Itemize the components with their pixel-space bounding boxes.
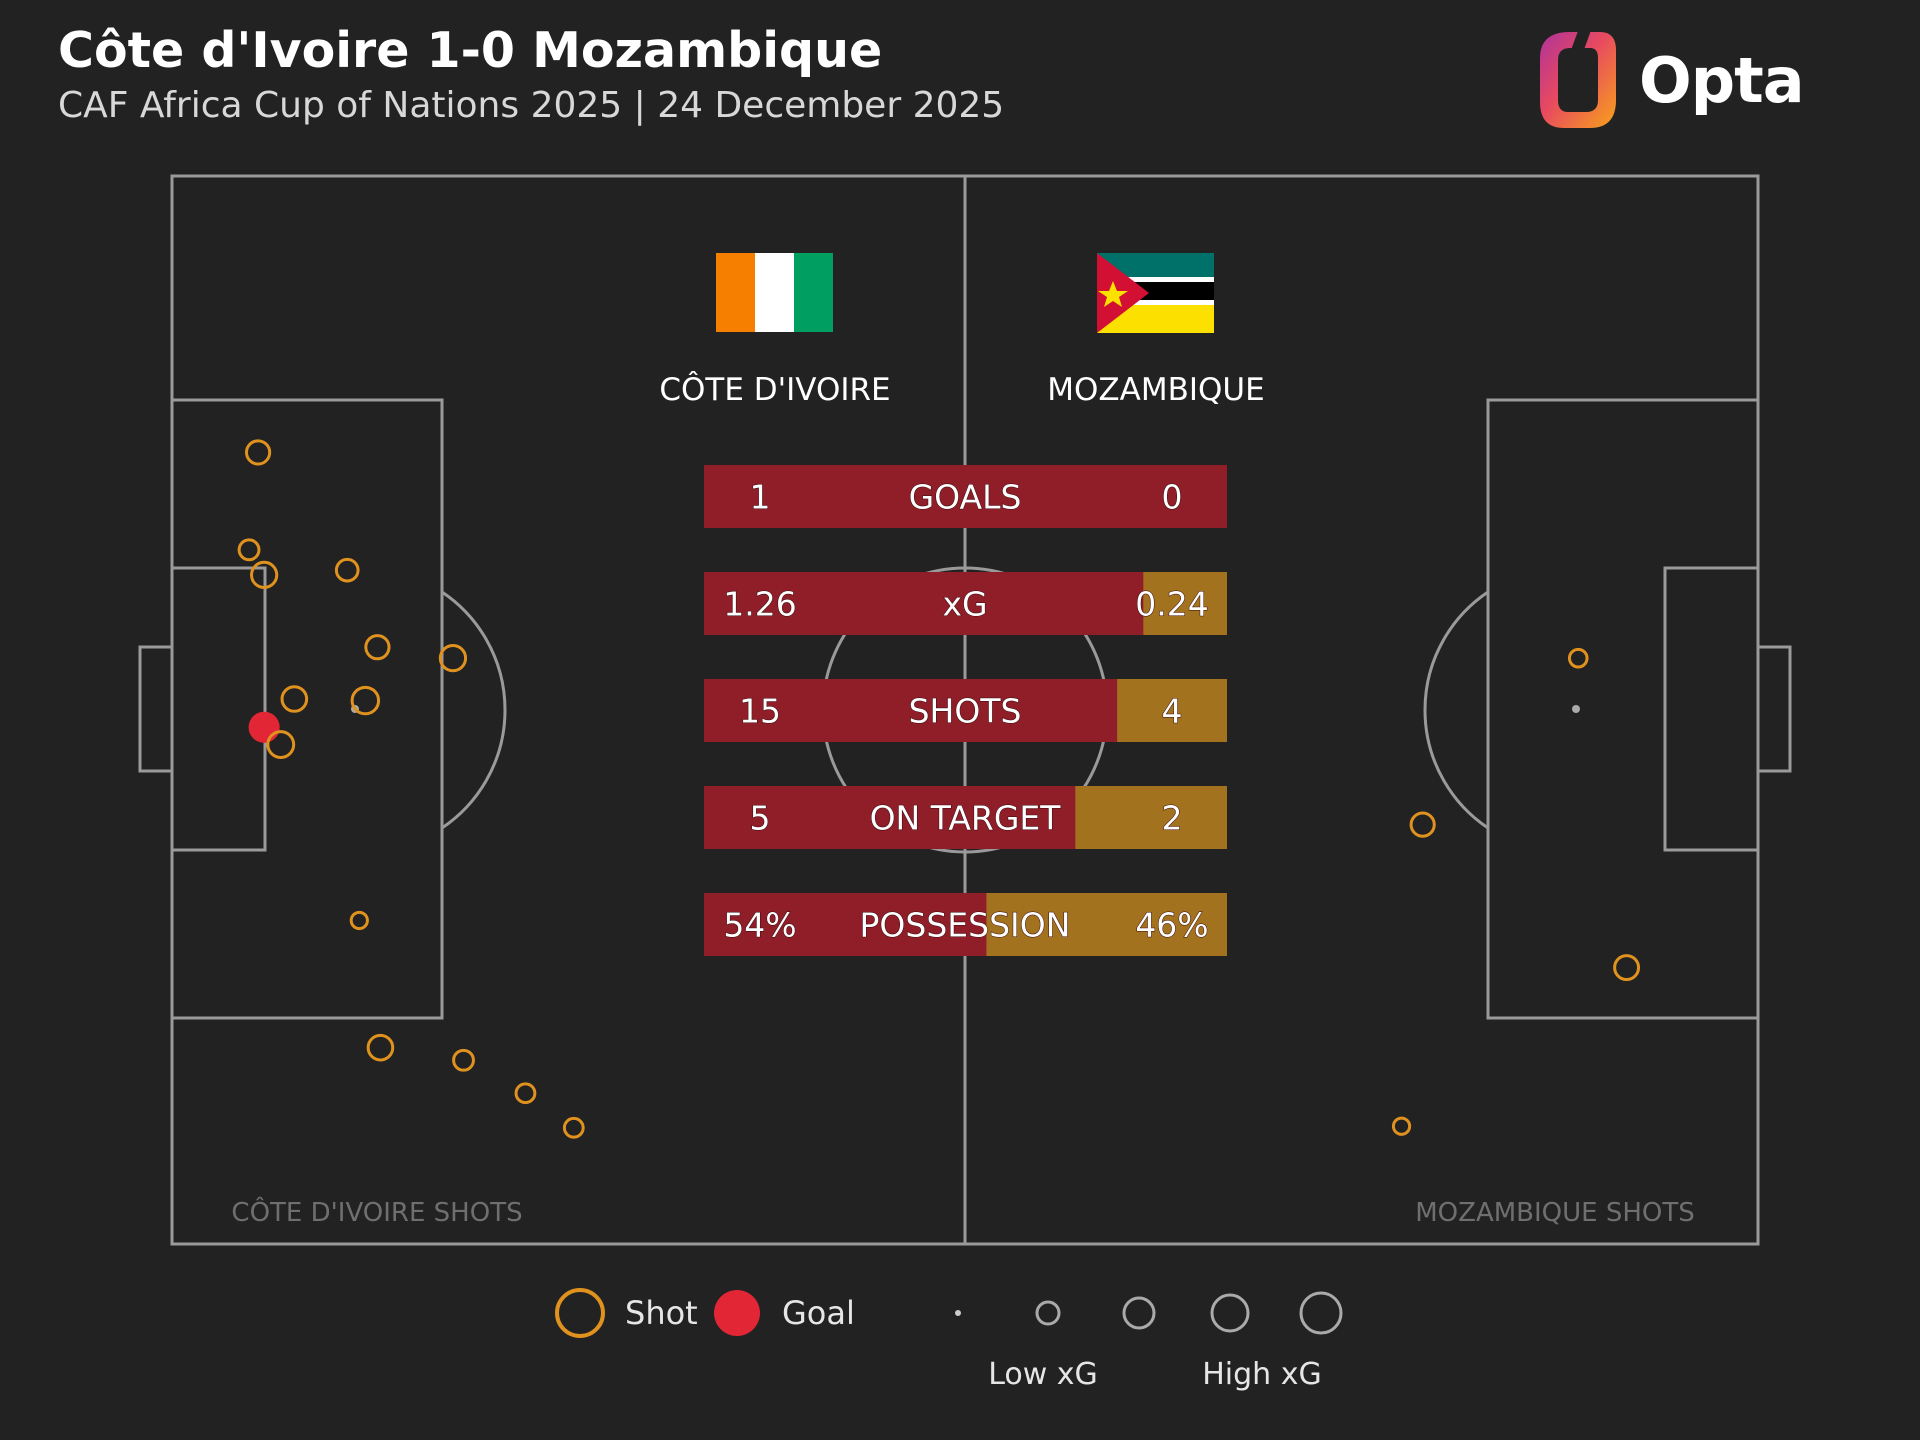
- legend-xg-size-3: [1122, 1296, 1156, 1330]
- left-penalty-arc: [441, 590, 507, 830]
- right-six-yard-box: [1663, 566, 1760, 852]
- stat-row: 15 SHOTS 4: [704, 679, 1227, 742]
- right-penalty-spot: [1572, 705, 1580, 713]
- legend-xg-size-5: [1299, 1291, 1343, 1335]
- stat-home-value: 54%: [723, 906, 796, 945]
- legend-shot-marker: [555, 1288, 605, 1338]
- opta-mark-icon: [1540, 26, 1616, 128]
- away-shot-marker: [1391, 1116, 1412, 1136]
- home-shot-marker: [364, 634, 391, 661]
- mozambique-flag-icon: [1097, 253, 1214, 333]
- legend-goal-label: Goal: [782, 1294, 855, 1332]
- legend-high-xg-label: High xG: [1202, 1357, 1322, 1392]
- opta-wordmark: Opta: [1639, 44, 1805, 117]
- left-penalty-box: [170, 398, 444, 1020]
- stat-bar-home: [704, 465, 1227, 528]
- legend-low-xg-label: Low xG: [988, 1357, 1098, 1392]
- shots-layer: [237, 439, 1641, 1139]
- match-stats-table: 1 GOALS 0 1.26 xG 0.24 15 SHOTS 4 5 ON TARGET 2 54% P…: [704, 465, 1227, 956]
- stat-row: 54% POSSESSION 46%: [704, 893, 1227, 956]
- stat-home-value: 1.26: [723, 585, 796, 624]
- home-shot-marker: [334, 557, 360, 583]
- home-team-name: CÔTE D'IVOIRE: [659, 371, 890, 408]
- right-penalty-arc: [1423, 590, 1489, 830]
- stat-label: ON TARGET: [870, 799, 1062, 838]
- legend-xg-size-4: [1210, 1293, 1250, 1333]
- stat-label: xG: [942, 585, 987, 624]
- stat-bar-home: [704, 786, 1076, 849]
- right-goal: [1756, 645, 1792, 773]
- left-goal: [138, 645, 174, 773]
- stat-row: 1.26 xG 0.24: [704, 572, 1227, 635]
- home-shot-marker: [237, 538, 261, 562]
- stat-row: 5 ON TARGET 2: [704, 786, 1227, 849]
- legend: Shot Goal Low xG High xG: [555, 1288, 1343, 1392]
- home-goal-marker: [248, 711, 280, 743]
- home-shot-marker: [514, 1082, 537, 1105]
- away-shot-marker: [1409, 811, 1436, 838]
- stat-label: SHOTS: [909, 692, 1022, 731]
- stat-row: 1 GOALS 0: [704, 465, 1227, 528]
- stat-label: GOALS: [909, 478, 1022, 517]
- home-shots-label: CÔTE D'IVOIRE SHOTS: [231, 1196, 522, 1228]
- home-shot-marker: [366, 1033, 395, 1062]
- legend-shot-label: Shot: [625, 1294, 698, 1332]
- stat-away-value: 4: [1162, 692, 1183, 731]
- home-shot-marker: [562, 1116, 585, 1139]
- home-shot-marker: [350, 685, 381, 716]
- home-shot-marker: [244, 439, 272, 466]
- away-shots-label: MOZAMBIQUE SHOTS: [1415, 1198, 1695, 1228]
- stat-bar-home: [704, 893, 987, 956]
- cote-divoire-flag-icon: [716, 253, 833, 332]
- away-team-name: MOZAMBIQUE: [1047, 372, 1264, 408]
- right-penalty-box: [1486, 398, 1760, 1020]
- stat-label: POSSESSION: [860, 906, 1071, 945]
- left-six-yard-box: [170, 566, 267, 852]
- legend-goal-marker: [714, 1290, 760, 1336]
- home-shot-marker: [438, 644, 468, 673]
- stat-bar-home: [704, 679, 1118, 742]
- stat-away-value: 2: [1162, 799, 1183, 838]
- stat-away-value: 46%: [1135, 906, 1208, 945]
- stat-bar-home: [704, 572, 1144, 635]
- home-shot-marker: [250, 560, 279, 590]
- opta-logo: Opta: [1534, 26, 1805, 132]
- legend-xg-size-2: [1035, 1300, 1061, 1326]
- stat-away-value: 0: [1162, 478, 1183, 517]
- home-shot-marker: [452, 1048, 475, 1072]
- chart-subtitle: CAF Africa Cup of Nations 2025 | 24 Dece…: [58, 85, 1005, 126]
- away-shot-marker: [1567, 647, 1589, 669]
- legend-xg-size-1: [955, 1310, 961, 1316]
- pitch-markings: [138, 174, 1792, 1246]
- home-shot-marker: [280, 685, 309, 713]
- stat-home-value: 5: [750, 799, 771, 838]
- chart-title: Côte d'Ivoire 1-0 Mozambique: [58, 22, 883, 79]
- stat-home-value: 1: [750, 478, 771, 517]
- home-shot-marker: [266, 730, 296, 759]
- stat-away-value: 0.24: [1135, 585, 1208, 624]
- home-shot-marker: [349, 910, 369, 931]
- away-shot-marker: [1613, 954, 1641, 982]
- stat-home-value: 15: [739, 692, 781, 731]
